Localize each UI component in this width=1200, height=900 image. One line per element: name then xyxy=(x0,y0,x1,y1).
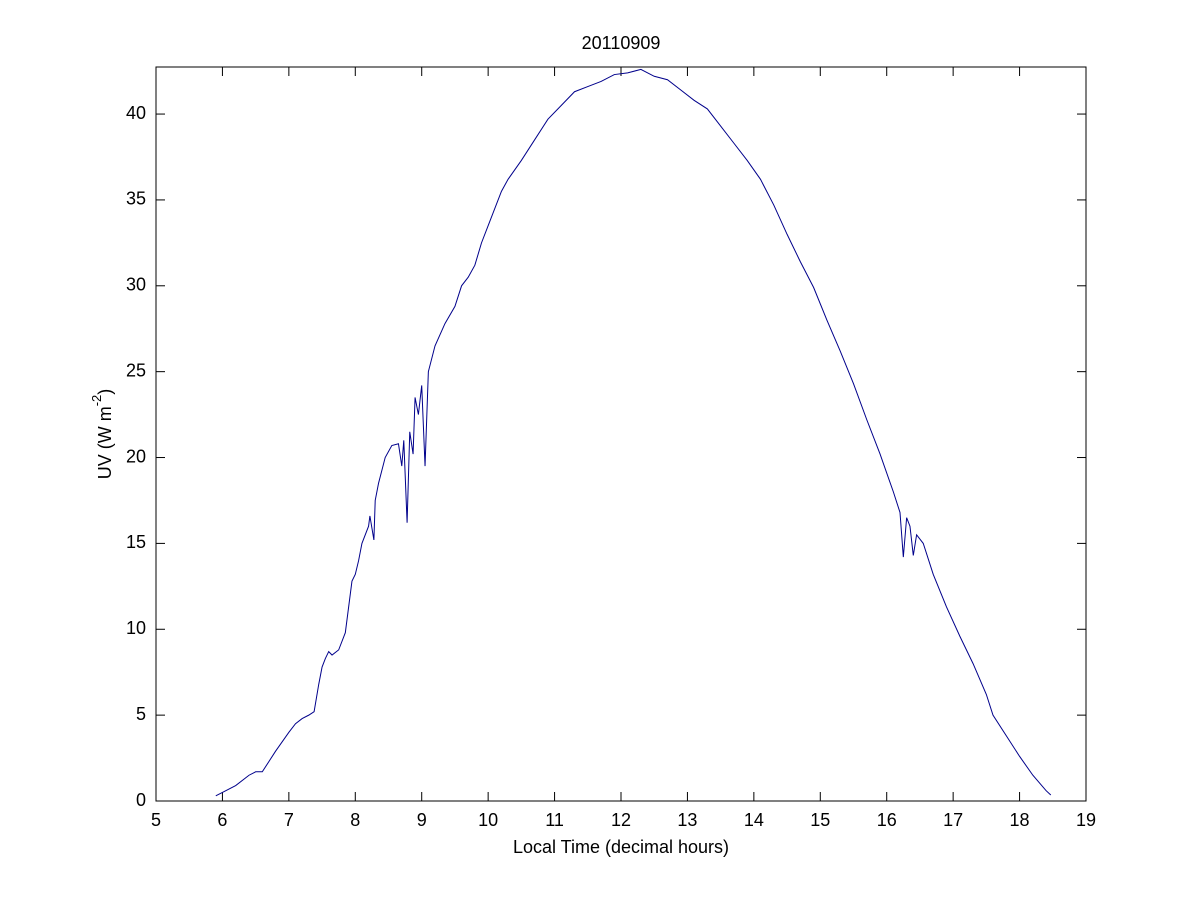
y-tick-label: 40 xyxy=(126,103,146,123)
x-tick-label: 10 xyxy=(478,810,498,830)
y-tick-label: 5 xyxy=(136,704,146,724)
data-line xyxy=(215,68,1052,797)
y-label-sup: -2 xyxy=(89,395,104,407)
x-tick-label: 13 xyxy=(677,810,697,830)
x-tick-label: 15 xyxy=(810,810,830,830)
x-tick-label: 19 xyxy=(1076,810,1096,830)
x-tick-label: 12 xyxy=(611,810,631,830)
y-axis-label: UV (W m-2) xyxy=(89,389,114,480)
x-tick-label: 16 xyxy=(877,810,897,830)
y-tick-label: 10 xyxy=(126,618,146,638)
chart-title: 20110909 xyxy=(582,33,661,53)
x-tick-label: 14 xyxy=(744,810,764,830)
x-tick-label: 6 xyxy=(217,810,227,830)
x-tick-label: 17 xyxy=(943,810,963,830)
x-tick-label: 7 xyxy=(284,810,294,830)
axes-box xyxy=(155,66,1087,802)
x-tick-label: 11 xyxy=(545,810,564,830)
y-tick-label: 25 xyxy=(126,360,146,380)
x-tick-label: 8 xyxy=(350,810,360,830)
y-tick-label: 0 xyxy=(136,790,146,810)
y-tick-label: 35 xyxy=(126,189,146,209)
y-label-text: UV (W m xyxy=(95,406,115,479)
y-tick-label: 20 xyxy=(126,446,146,466)
y-tick-label: 15 xyxy=(126,532,146,552)
y-tick-label: 30 xyxy=(126,275,146,295)
y-label-end: ) xyxy=(95,389,115,395)
x-tick-label: 18 xyxy=(1010,810,1030,830)
x-tick-label: 5 xyxy=(151,810,161,830)
x-axis-label: Local Time (decimal hours) xyxy=(513,837,729,857)
x-tick-label: 9 xyxy=(417,810,427,830)
